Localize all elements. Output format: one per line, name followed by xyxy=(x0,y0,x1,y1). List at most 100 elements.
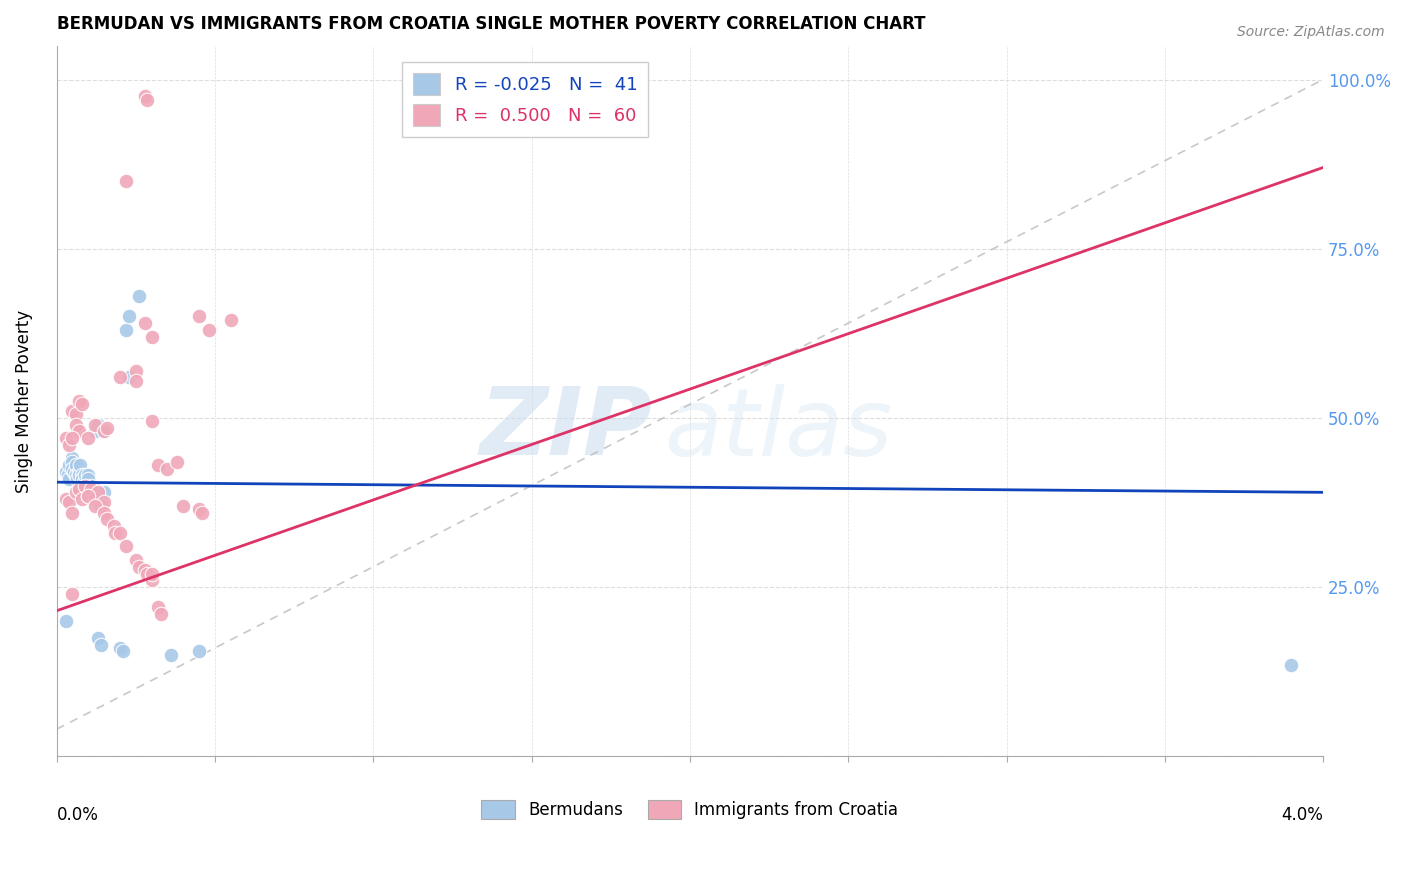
Point xyxy=(125,374,148,388)
Point xyxy=(55,614,77,628)
Point xyxy=(93,506,115,520)
Point xyxy=(62,587,84,601)
Point xyxy=(90,638,112,652)
Point xyxy=(67,425,90,439)
Point xyxy=(128,289,150,303)
Point xyxy=(112,644,135,658)
Point xyxy=(118,370,141,384)
Point xyxy=(62,431,84,445)
Legend: Bermudans, Immigrants from Croatia: Bermudans, Immigrants from Croatia xyxy=(475,794,905,826)
Point xyxy=(87,485,110,500)
Point xyxy=(159,648,181,662)
Text: 4.0%: 4.0% xyxy=(1281,806,1323,824)
Point xyxy=(141,414,163,428)
Point xyxy=(219,312,242,326)
Point xyxy=(65,485,87,500)
Point xyxy=(62,451,84,466)
Point xyxy=(93,425,115,439)
Point xyxy=(70,492,93,507)
Point xyxy=(80,478,103,492)
Point xyxy=(166,455,188,469)
Point xyxy=(134,89,156,103)
Text: 0.0%: 0.0% xyxy=(56,806,98,824)
Point xyxy=(77,489,100,503)
Point xyxy=(83,425,105,439)
Point xyxy=(83,499,105,513)
Point xyxy=(90,499,112,513)
Point xyxy=(104,525,127,540)
Point xyxy=(96,512,118,526)
Point xyxy=(93,495,115,509)
Point xyxy=(58,495,80,509)
Point xyxy=(67,465,90,479)
Point xyxy=(83,482,105,496)
Point xyxy=(56,468,79,483)
Point xyxy=(115,323,138,337)
Point xyxy=(58,458,80,473)
Point xyxy=(125,363,148,377)
Point xyxy=(93,485,115,500)
Point xyxy=(146,600,169,615)
Point xyxy=(108,370,131,384)
Point xyxy=(191,506,214,520)
Text: BERMUDAN VS IMMIGRANTS FROM CROATIA SINGLE MOTHER POVERTY CORRELATION CHART: BERMUDAN VS IMMIGRANTS FROM CROATIA SING… xyxy=(56,15,925,33)
Point xyxy=(1281,657,1303,672)
Point xyxy=(103,519,125,533)
Point xyxy=(150,607,173,622)
Point xyxy=(125,553,148,567)
Point xyxy=(87,631,110,645)
Point xyxy=(108,525,131,540)
Point xyxy=(66,472,89,486)
Point xyxy=(146,458,169,473)
Text: ZIP: ZIP xyxy=(479,384,652,475)
Point xyxy=(67,482,90,496)
Point xyxy=(188,310,211,324)
Point xyxy=(70,397,93,411)
Point xyxy=(87,485,110,500)
Point xyxy=(172,499,194,513)
Point xyxy=(65,458,87,473)
Point xyxy=(188,502,211,516)
Point xyxy=(55,492,77,507)
Point xyxy=(58,438,80,452)
Point xyxy=(128,559,150,574)
Point xyxy=(134,563,156,577)
Point xyxy=(156,461,179,475)
Point xyxy=(115,540,138,554)
Point xyxy=(75,478,97,492)
Point xyxy=(70,472,93,486)
Point xyxy=(135,566,157,581)
Point xyxy=(77,431,100,445)
Point xyxy=(118,310,141,324)
Point xyxy=(96,421,118,435)
Point xyxy=(141,329,163,343)
Point xyxy=(77,472,100,486)
Point xyxy=(69,458,91,473)
Point xyxy=(197,323,219,337)
Point xyxy=(83,492,105,507)
Point xyxy=(77,489,100,503)
Point xyxy=(188,644,211,658)
Point xyxy=(55,465,77,479)
Text: atlas: atlas xyxy=(665,384,893,475)
Point xyxy=(87,417,110,432)
Point xyxy=(83,485,105,500)
Point xyxy=(58,472,80,486)
Point xyxy=(134,316,156,330)
Point xyxy=(67,394,90,409)
Point xyxy=(63,465,86,479)
Point xyxy=(62,404,84,418)
Point xyxy=(108,640,131,655)
Point xyxy=(115,174,138,188)
Point xyxy=(93,425,115,439)
Text: Source: ZipAtlas.com: Source: ZipAtlas.com xyxy=(1237,25,1385,39)
Point xyxy=(62,506,84,520)
Point xyxy=(75,468,97,483)
Point xyxy=(65,417,87,432)
Point xyxy=(83,417,105,432)
Point xyxy=(72,475,94,490)
Point xyxy=(75,478,97,492)
Point xyxy=(55,431,77,445)
Point xyxy=(67,468,90,483)
Point xyxy=(70,468,93,483)
